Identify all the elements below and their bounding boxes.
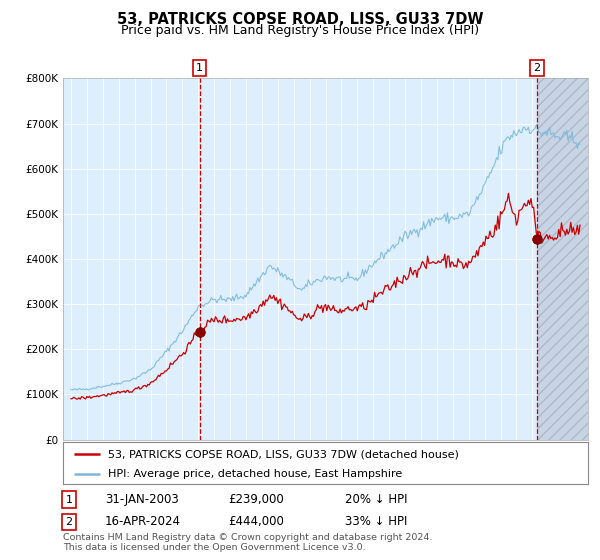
Text: 2: 2 [533, 63, 541, 73]
Bar [537, 78, 588, 440]
Text: 33% ↓ HPI: 33% ↓ HPI [345, 515, 407, 529]
Text: 1: 1 [196, 63, 203, 73]
Text: 31-JAN-2003: 31-JAN-2003 [105, 493, 179, 506]
Text: Price paid vs. HM Land Registry's House Price Index (HPI): Price paid vs. HM Land Registry's House … [121, 24, 479, 36]
Text: 1: 1 [65, 494, 73, 505]
Text: £239,000: £239,000 [228, 493, 284, 506]
Text: HPI: Average price, detached house, East Hampshire: HPI: Average price, detached house, East… [107, 469, 402, 479]
Text: 16-APR-2024: 16-APR-2024 [105, 515, 181, 529]
Text: £444,000: £444,000 [228, 515, 284, 529]
Text: 53, PATRICKS COPSE ROAD, LISS, GU33 7DW (detached house): 53, PATRICKS COPSE ROAD, LISS, GU33 7DW … [107, 449, 458, 459]
Text: 2: 2 [65, 517, 73, 527]
Text: 53, PATRICKS COPSE ROAD, LISS, GU33 7DW: 53, PATRICKS COPSE ROAD, LISS, GU33 7DW [117, 12, 483, 27]
Text: 20% ↓ HPI: 20% ↓ HPI [345, 493, 407, 506]
Text: Contains HM Land Registry data © Crown copyright and database right 2024.
This d: Contains HM Land Registry data © Crown c… [63, 533, 433, 552]
